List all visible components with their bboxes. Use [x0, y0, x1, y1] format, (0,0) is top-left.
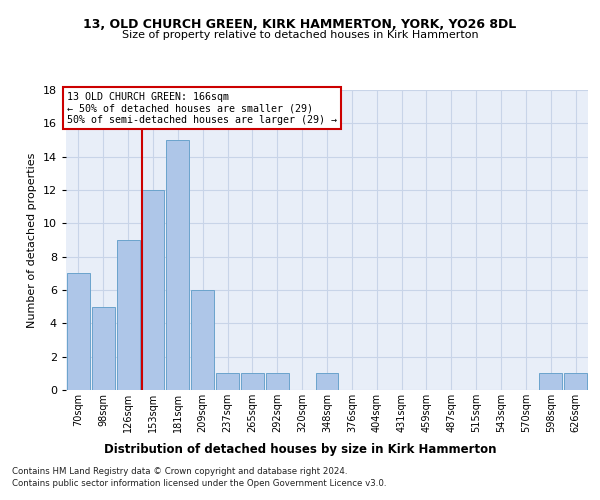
Bar [241, 374, 264, 390]
Y-axis label: Number of detached properties: Number of detached properties [27, 152, 37, 328]
Bar [142, 190, 164, 390]
Bar [166, 140, 189, 390]
Text: 13 OLD CHURCH GREEN: 166sqm
← 50% of detached houses are smaller (29)
50% of sem: 13 OLD CHURCH GREEN: 166sqm ← 50% of det… [67, 92, 337, 124]
Text: 13, OLD CHURCH GREEN, KIRK HAMMERTON, YORK, YO26 8DL: 13, OLD CHURCH GREEN, KIRK HAMMERTON, YO… [83, 18, 517, 30]
Text: Contains HM Land Registry data © Crown copyright and database right 2024.: Contains HM Land Registry data © Crown c… [12, 468, 347, 476]
Bar [92, 306, 115, 390]
Text: Contains public sector information licensed under the Open Government Licence v3: Contains public sector information licen… [12, 479, 386, 488]
Bar [191, 290, 214, 390]
Bar [316, 374, 338, 390]
Bar [117, 240, 140, 390]
Bar [266, 374, 289, 390]
Text: Size of property relative to detached houses in Kirk Hammerton: Size of property relative to detached ho… [122, 30, 478, 40]
Bar [216, 374, 239, 390]
Bar [539, 374, 562, 390]
Bar [564, 374, 587, 390]
Text: Distribution of detached houses by size in Kirk Hammerton: Distribution of detached houses by size … [104, 442, 496, 456]
Bar [67, 274, 90, 390]
